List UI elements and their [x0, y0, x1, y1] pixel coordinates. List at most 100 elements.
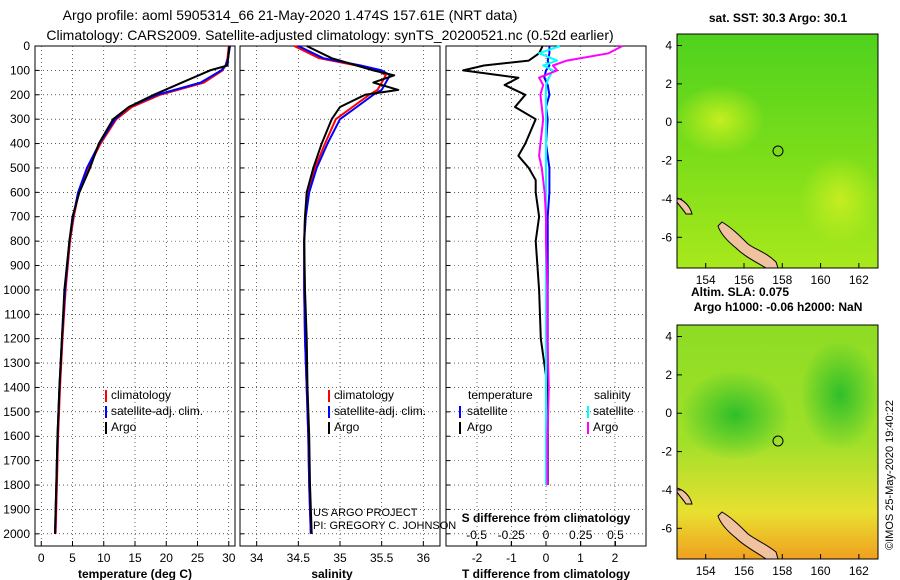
difference-series-salinity-argo	[538, 45, 623, 485]
x-axes: 0 5 10 15 20 25 30 34 34.5 35 35.5 36 -2 -1 0 1 2 -0.5 -0.…	[38, 528, 624, 565]
salinity-xlabel: salinity	[311, 567, 353, 580]
temperature-x-tick-label: 20	[160, 551, 174, 565]
t-difference-x-tick-label: 2	[612, 551, 619, 565]
legend-label-satellite-adj: satellite-adj. clim.	[111, 404, 203, 418]
depth-tick-label: 1400	[3, 380, 30, 394]
sst-map	[675, 33, 880, 269]
gridlines	[35, 45, 646, 546]
sla-map	[676, 324, 880, 560]
map-x-tick-label: 156	[734, 564, 754, 578]
imos-stamp: ©IMOS 25-May-2020 19:40:22	[884, 400, 896, 550]
land-new-hanover	[676, 197, 693, 215]
t-difference-x-tick-label: 1	[577, 551, 584, 565]
credit-line-2: PI: GREGORY C. JOHNSON	[313, 520, 456, 532]
map-x-tick-label: 160	[811, 564, 831, 578]
temperature-series-argo	[54, 45, 231, 534]
legend-label-argo: Argo	[334, 420, 360, 434]
map-y-tick-label: 4	[665, 330, 672, 344]
depth-tick-label: 1800	[3, 478, 30, 492]
difference-legend: temperature salinity satellite Argo sate…	[459, 388, 634, 434]
t-difference-x-tick-label: -2	[472, 551, 483, 565]
temperature-xlabel: temperature (deg C)	[78, 567, 192, 580]
map-y-tick-label: -2	[661, 445, 672, 459]
s-difference-x-tick-label: 0.25	[569, 528, 593, 542]
t-difference-x-tick-label: -1	[506, 551, 517, 565]
legend-label-climatology: climatology	[334, 388, 394, 402]
depth-tick-label: 1600	[3, 429, 30, 443]
depth-tick-label: 1700	[3, 454, 30, 468]
s-difference-x-tick-label: 0.5	[607, 528, 624, 542]
map-y-tick-label: -2	[661, 154, 672, 168]
sst-map-title: sat. SST: 30.3 Argo: 30.1	[709, 11, 848, 25]
legend-head-salinity: salinity	[594, 388, 631, 402]
map-x-tick-label: 154	[696, 273, 716, 287]
map-x-tick-label: 158	[772, 273, 792, 287]
depth-tick-label: 600	[10, 185, 30, 199]
s-difference-x-tick-label: 0	[543, 528, 550, 542]
map-x-tick-label: 154	[696, 564, 716, 578]
depth-tick-label: 1900	[3, 502, 30, 516]
depth-tick-label: 800	[10, 234, 30, 248]
difference-series-salinity-satellite	[538, 45, 561, 485]
temperature-x-tick-label: 10	[97, 551, 111, 565]
depth-tick-label: 900	[10, 259, 30, 273]
map-y-tick-label: 2	[665, 77, 672, 91]
depth-tick-label: 2000	[3, 527, 30, 541]
map-y-tick-label: -6	[661, 230, 672, 244]
map-y-tick-label: 4	[665, 39, 672, 53]
depth-tick-label: 1100	[4, 307, 30, 321]
depth-tick-label: 100	[10, 63, 30, 77]
salinity-x-tick-label: 36	[417, 551, 431, 565]
map-x-tick-label: 158	[772, 564, 792, 578]
map-y-tick-label: -4	[661, 192, 672, 206]
depth-tick-label: 700	[10, 210, 30, 224]
temperature-x-tick-label: 0	[38, 551, 45, 565]
map-y-tick-label: 2	[665, 368, 672, 382]
title-line-2: Climatology: CARS2009. Satellite-adjuste…	[46, 27, 613, 43]
legend-label-climatology: climatology	[111, 388, 171, 402]
legend-head-temperature: temperature	[468, 388, 533, 402]
depth-tick-label: 400	[10, 137, 30, 151]
salinity-x-tick-label: 34	[250, 551, 264, 565]
depth-tick-label: 1200	[3, 332, 30, 346]
map-x-tick-label: 162	[849, 564, 869, 578]
credit-line-1: US ARGO PROJECT	[313, 507, 418, 519]
depth-tick-label: 1300	[3, 356, 30, 370]
salinity-legend: climatology satellite-adj. clim. Argo	[328, 388, 426, 434]
depth-tick-label: 300	[10, 112, 30, 126]
profile-curves	[54, 45, 623, 534]
depth-tick-label: 0	[23, 39, 30, 53]
map-y-tick-label: -6	[661, 521, 672, 535]
sla-map-title-1: Altim. SLA: 0.075	[691, 285, 789, 299]
sst-warm-patch	[675, 85, 765, 155]
sla-map-axes: 154 156 158 160 162 4 2 0 -2 -4 -6	[661, 330, 869, 578]
depth-tick-label: 200	[10, 88, 30, 102]
legend-label-t-argo: Argo	[467, 420, 493, 434]
map-y-tick-label: -4	[661, 483, 672, 497]
temperature-x-tick-label: 30	[222, 551, 236, 565]
t-difference-x-tick-label: 0	[543, 551, 550, 565]
map-y-tick-label: 0	[665, 115, 672, 129]
map-x-tick-label: 156	[734, 273, 754, 287]
title-line-1: Argo profile: aoml 5905314_66 21-May-202…	[63, 7, 518, 23]
t-difference-xlabel: T difference from climatology	[462, 567, 630, 580]
sst-map-axes: 154 156 158 160 162 4 2 0 -2 -4 -6	[661, 39, 869, 287]
sla-low-patch	[800, 340, 880, 450]
sla-map-frame	[676, 324, 879, 560]
temperature-x-tick-label: 15	[128, 551, 142, 565]
sst-map-frame	[676, 33, 879, 269]
salinity-x-tick-label: 34.5	[287, 551, 311, 565]
map-x-tick-label: 160	[811, 273, 831, 287]
map-x-tick-label: 162	[849, 273, 869, 287]
temperature-x-tick-label: 25	[191, 551, 205, 565]
depth-tick-label: 1000	[3, 283, 30, 297]
land-new-hanover	[676, 487, 693, 505]
temperature-series-climatology	[54, 45, 230, 534]
legend-label-satellite-adj: satellite-adj. clim.	[334, 404, 426, 418]
depth-tick-label: 1500	[3, 405, 30, 419]
legend-label-t-satellite: satellite	[467, 404, 508, 418]
sst-warm-patch	[800, 155, 880, 245]
salinity-x-tick-label: 35	[333, 551, 347, 565]
map-y-tick-label: 0	[665, 406, 672, 420]
